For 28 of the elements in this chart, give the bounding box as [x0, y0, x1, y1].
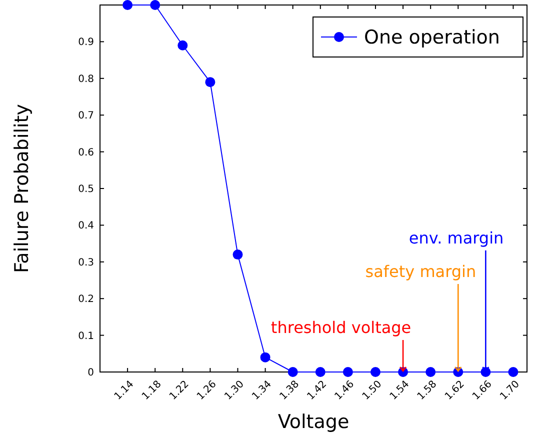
y-tick-label: 0.4 — [78, 220, 94, 232]
x-axis-title: Voltage — [278, 411, 350, 433]
y-tick-label: 0 — [88, 368, 94, 378]
legend-label: One operation — [364, 26, 500, 49]
point — [288, 367, 298, 377]
point — [232, 250, 243, 260]
point — [205, 77, 216, 88]
point — [315, 367, 326, 377]
y-tick-label: 0.8 — [78, 74, 94, 85]
point — [342, 367, 353, 377]
point — [260, 352, 270, 362]
annotation: env. margin — [408, 228, 504, 248]
y-tick-label: 0.7 — [78, 110, 94, 122]
y-tick-label: 0.5 — [78, 184, 94, 195]
point — [178, 40, 188, 50]
y-tick-label: 0.3 — [78, 257, 94, 268]
y-tick-label: 0.1 — [78, 330, 94, 342]
annotation: threshold voltage — [270, 318, 412, 337]
y-tick-label: 0.2 — [78, 294, 94, 306]
point — [150, 0, 160, 10]
point — [426, 367, 436, 377]
y-tick-label: 0.9 — [78, 37, 94, 48]
point — [508, 367, 518, 377]
y-tick-label: 0.6 — [78, 147, 94, 158]
point — [122, 0, 133, 10]
y-axis-title: Failure Probability — [11, 104, 33, 273]
point — [370, 367, 380, 377]
annotation: safety margin — [365, 262, 476, 281]
